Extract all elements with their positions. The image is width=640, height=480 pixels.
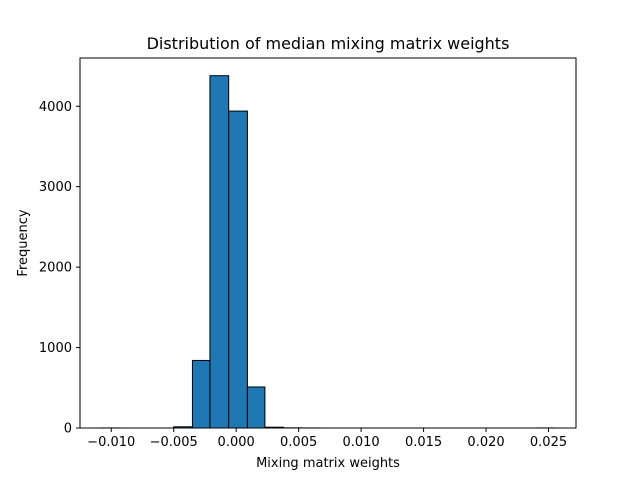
y-tick-label: 3000	[39, 180, 72, 195]
histogram-bar-6	[209, 75, 230, 429]
x-tick-label: −0.010	[87, 435, 135, 450]
x-tick-label: −0.005	[150, 435, 198, 450]
x-tick-label: 0.015	[405, 435, 442, 450]
y-tick-label: 2000	[39, 261, 72, 276]
x-tick-label: 0.005	[280, 435, 317, 450]
y-tick-label: 4000	[39, 100, 72, 115]
plot-frame	[79, 57, 577, 429]
histogram-bars	[100, 75, 556, 429]
x-tick-label: 0.025	[530, 435, 567, 450]
y-axis-ticks: 0 1000 2000 3000 4000	[39, 100, 80, 437]
x-tick-label: 0.010	[342, 435, 379, 450]
x-axis-ticks: −0.010 −0.005 0.000 0.005 0.010 0.015 0.020 0.0…	[87, 428, 567, 450]
y-tick-label: 1000	[39, 341, 72, 356]
histogram-bar-8	[246, 386, 266, 429]
y-tick-label: 0	[64, 422, 72, 437]
y-axis-label: Frequency	[16, 209, 31, 276]
histogram-bar-5	[191, 359, 211, 429]
x-tick-label: 0.020	[467, 435, 504, 450]
chart-title: Distribution of median mixing matrix wei…	[147, 34, 510, 53]
x-axis-label: Mixing matrix weights	[256, 456, 400, 471]
x-tick-label: 0.000	[218, 435, 255, 450]
histogram-bar-7	[228, 110, 248, 429]
